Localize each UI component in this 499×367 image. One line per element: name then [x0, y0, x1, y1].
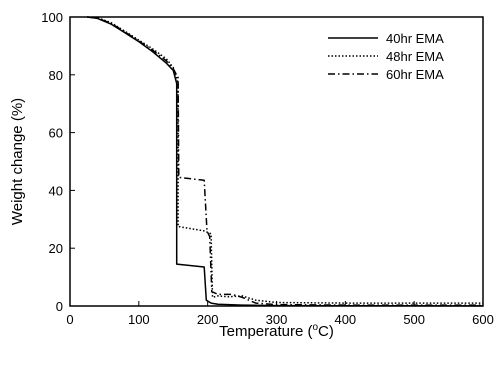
y-tick-label: 80	[49, 68, 63, 83]
axis-ticks: 0 100 200 300 400 500 600 0 20 40 60 80 100	[41, 10, 494, 327]
legend-label-3: 60hr EMA	[386, 67, 444, 82]
y-tick-label: 40	[49, 183, 63, 198]
x-axis-title-degree: o	[312, 322, 318, 333]
y-tick-label: 20	[49, 241, 63, 256]
x-axis-title: Temperature (oC)	[219, 322, 334, 340]
x-tick-label: 400	[334, 312, 356, 327]
x-tick-label: 200	[197, 312, 219, 327]
legend-label-2: 48hr EMA	[386, 49, 444, 64]
series-line-3	[87, 16, 483, 306]
x-tick-label: 300	[266, 312, 288, 327]
y-axis-title: Weight change (%)	[9, 98, 26, 225]
series-layer	[87, 16, 484, 307]
y-tick-label: 100	[41, 10, 63, 25]
x-tick-label: 100	[128, 312, 150, 327]
legend: 40hr EMA 48hr EMA 60hr EMA	[328, 31, 444, 82]
x-axis-title-suffix: C)	[318, 323, 334, 340]
x-tick-label: 500	[403, 312, 425, 327]
y-tick-label: 60	[49, 126, 63, 141]
x-tick-label: 0	[66, 312, 73, 327]
x-tick-label: 600	[472, 312, 494, 327]
x-axis-title-prefix: Temperature (	[219, 323, 312, 340]
legend-label-1: 40hr EMA	[386, 31, 444, 46]
y-tick-label: 0	[56, 299, 63, 314]
